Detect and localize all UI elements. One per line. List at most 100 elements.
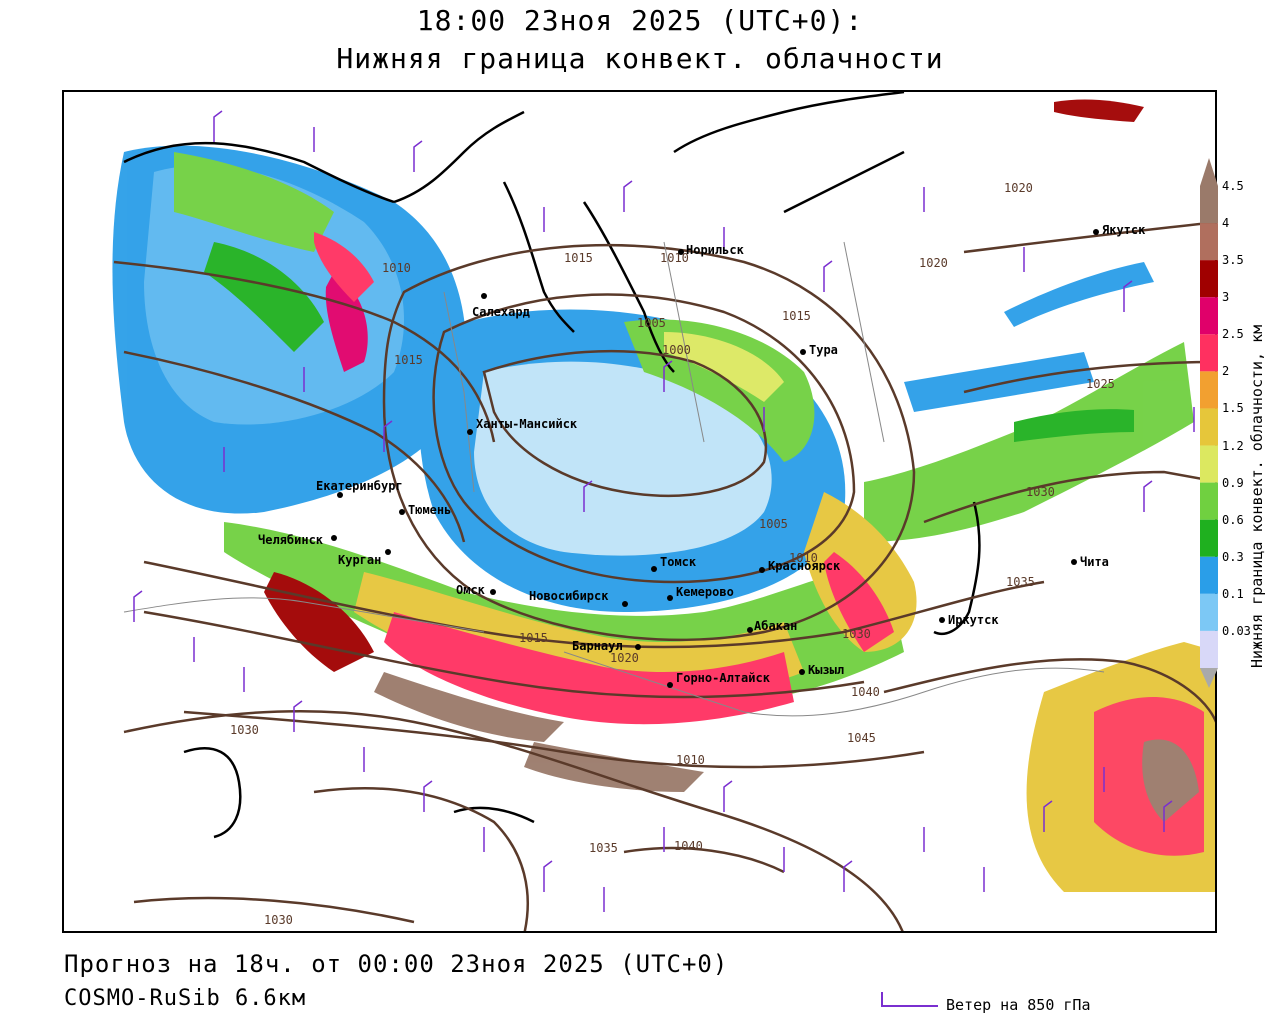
forecast-info: Прогноз на 18ч. от 00:00 23ноя 2025 (UTC… [64, 950, 729, 978]
city-dot [467, 429, 473, 435]
map-title: 18:00 23ноя 2025 (UTC+0): [416, 4, 864, 37]
colorbar-swatch [1200, 297, 1218, 335]
city-label: Новосибирск [529, 589, 609, 603]
colorbar-swatch [1200, 223, 1218, 261]
isobar-label: 1040 [674, 839, 703, 853]
colorbar-title: Нижняя граница конвект. облачности, км [1248, 324, 1266, 668]
colorbar-tick-label: 3 [1222, 290, 1230, 305]
isobar-label: 1030 [842, 627, 871, 641]
city-khanty-mansiysk[interactable]: Ханты-Мансийск [467, 417, 578, 435]
colorbar-tick-label: 4.5 [1222, 179, 1244, 193]
city-novosibirsk[interactable]: Новосибирск [529, 589, 628, 607]
city-label: Барнаул [572, 639, 623, 653]
city-ekaterinburg[interactable]: Екатеринбург [316, 479, 403, 498]
city-label: Салехард [472, 305, 530, 319]
city-kemerovo[interactable]: Кемерово [667, 585, 734, 601]
city-label: Челябинск [258, 533, 324, 547]
city-chita[interactable]: Чита [1071, 555, 1109, 569]
city-markers: Салехард Норильск Якутск Тура Ханты-Манс… [258, 223, 1146, 688]
city-gorno-altaysk[interactable]: Горно-Алтайск [667, 671, 771, 688]
city-norilsk[interactable]: Норильск [678, 243, 745, 257]
city-dot [490, 589, 496, 595]
colorbar-tick-label: 0.3 [1222, 549, 1244, 564]
isobar-label: 1015 [782, 309, 811, 323]
city-chelyabinsk[interactable]: Челябинск [258, 533, 337, 547]
colorbar-swatch [1200, 630, 1218, 668]
colorbar-tick-label: 0.1 [1222, 586, 1244, 601]
city-label: Красноярск [768, 559, 841, 573]
colorbar-scale [1200, 158, 1218, 688]
city-dot [667, 682, 673, 688]
isobar-label: 1010 [676, 753, 705, 767]
city-dot [799, 669, 805, 675]
city-label: Тура [809, 343, 838, 357]
city-label: Горно-Алтайск [676, 671, 771, 685]
colorbar-bottom-arrow [1200, 668, 1218, 688]
isobar-label: 1030 [1026, 485, 1055, 499]
city-tura[interactable]: Тура [800, 343, 838, 357]
city-dot [331, 535, 337, 541]
city-tyumen[interactable]: Тюмень [399, 503, 451, 517]
isobar-layer [113, 221, 1215, 931]
city-krasnoyarsk[interactable]: Красноярск [759, 559, 841, 573]
city-label: Томск [660, 555, 697, 569]
city-dot [635, 644, 641, 650]
city-dot [399, 509, 405, 515]
city-barnaul[interactable]: Барнаул [572, 639, 641, 653]
city-omsk[interactable]: Омск [456, 583, 496, 597]
city-yakutsk[interactable]: Якутск [1093, 223, 1146, 237]
colorbar [1200, 158, 1218, 688]
city-label: Чита [1080, 555, 1109, 569]
isobar-label: 1005 [759, 517, 788, 531]
city-label: Ханты-Мансийск [476, 417, 578, 431]
colorbar-swatch [1200, 445, 1218, 483]
city-label: Норильск [686, 243, 745, 257]
colorbar-swatch [1200, 482, 1218, 520]
colorbar-tick-label: 1.5 [1222, 401, 1244, 416]
colorbar-top-arrow [1200, 158, 1218, 186]
city-dot [667, 595, 673, 601]
city-irkutsk[interactable]: Иркутск [939, 613, 999, 627]
isobar-label: 1045 [847, 731, 876, 745]
colorbar-tick-label: 0.9 [1222, 475, 1244, 490]
city-dot [481, 293, 487, 299]
isobar-label: 1015 [394, 353, 423, 367]
wind-legend-label: Ветер на 850 гПа [946, 996, 1091, 1014]
city-dot [385, 549, 391, 555]
city-kyzyl[interactable]: Кызыл [799, 663, 844, 677]
city-kurgan[interactable]: Курган [338, 549, 391, 567]
map-subtitle: Нижняя граница конвект. облачности [336, 42, 944, 75]
colorbar-tick-label: 1.2 [1222, 438, 1244, 453]
city-label: Омск [456, 583, 486, 597]
model-name: COSMO-RuSib 6.6км [64, 986, 307, 1011]
city-abakan[interactable]: Абакан [747, 619, 797, 633]
isobar-label: 1010 [789, 551, 818, 565]
colorbar-tick-label: 2.5 [1222, 327, 1244, 342]
colorbar-swatch [1200, 186, 1218, 224]
colorbar-tick-label: 3.5 [1222, 253, 1244, 268]
colorbar-swatch [1200, 334, 1218, 372]
city-tomsk[interactable]: Томск [651, 555, 697, 572]
forecast-map[interactable]: 1010 1015 1010 1005 1000 1015 1020 1020 … [62, 90, 1217, 933]
colorbar-swatch [1200, 519, 1218, 557]
city-salekhard[interactable]: Салехард [472, 293, 530, 319]
city-dot [1071, 559, 1077, 565]
isobar-label: 1035 [589, 841, 618, 855]
city-label: Тюмень [408, 503, 451, 517]
isobar-label: 1020 [919, 256, 948, 270]
wind-barb-legend-icon [881, 992, 938, 1007]
city-dot [939, 617, 945, 623]
city-dot [678, 249, 684, 255]
city-label: Якутск [1102, 223, 1146, 237]
city-label: Абакан [754, 619, 797, 633]
isobar-label: 1015 [564, 251, 593, 265]
city-dot [747, 627, 753, 633]
city-dot [800, 349, 806, 355]
city-dot [651, 566, 657, 572]
isobar-label: 1015 [519, 631, 548, 645]
city-dot [622, 601, 628, 607]
colorbar-tick-label: 0.03 [1222, 623, 1251, 638]
city-label: Иркутск [948, 613, 999, 627]
isobar-label: 1000 [662, 343, 691, 357]
city-label: Кызыл [808, 663, 844, 677]
